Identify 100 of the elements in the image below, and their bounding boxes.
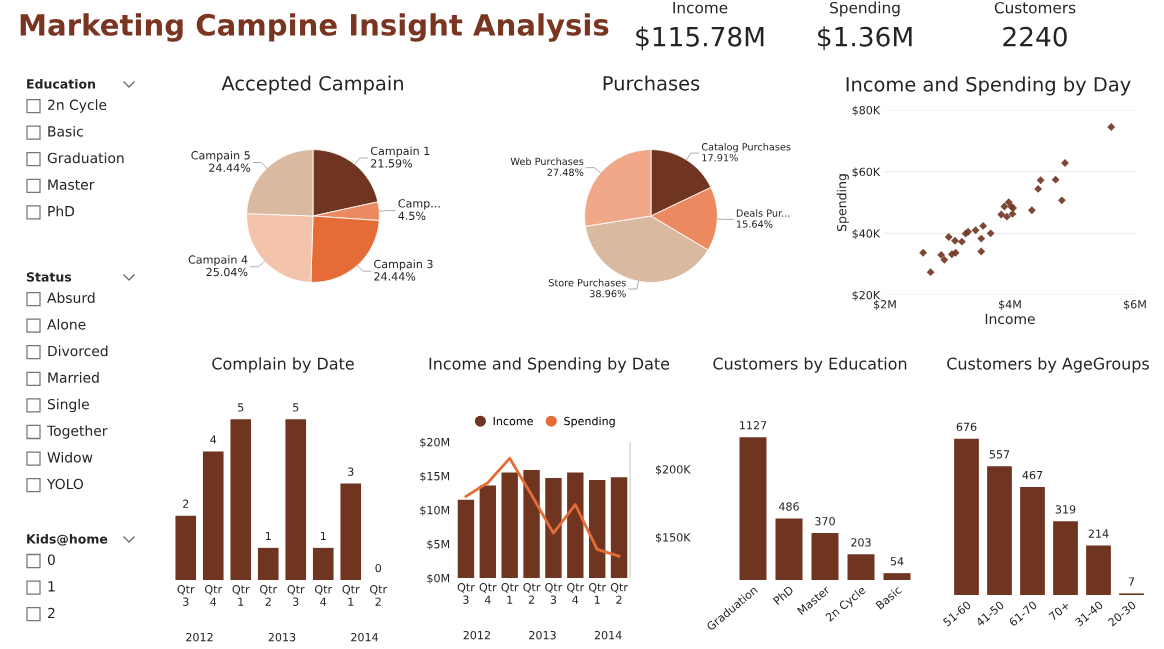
point bbox=[926, 268, 935, 277]
slice-label: Campain 4 bbox=[188, 255, 248, 266]
text: 1 bbox=[48, 581, 55, 592]
x-tick-label: $6M bbox=[1124, 299, 1146, 310]
data-label: 0 bbox=[375, 563, 382, 573]
y-axis-title: Spending bbox=[836, 174, 849, 232]
bar bbox=[775, 518, 803, 580]
text: 2012 bbox=[463, 630, 490, 640]
x-tick-label: Qtr 2 bbox=[610, 583, 628, 604]
bar bbox=[987, 466, 1012, 595]
point bbox=[977, 247, 986, 256]
slice-label: Campain 3 bbox=[374, 259, 433, 271]
data-label: 25.04% bbox=[206, 267, 248, 277]
text: 2012 bbox=[186, 632, 213, 642]
text: Income bbox=[673, 2, 728, 14]
slice-label: Web Purchases bbox=[510, 157, 584, 166]
y-tick-label: $10M bbox=[420, 505, 450, 516]
x-tick-label: Qtr 3 bbox=[545, 583, 563, 604]
data-label: 7 bbox=[1128, 577, 1135, 586]
text: Alone bbox=[47, 318, 86, 330]
bar bbox=[257, 547, 279, 580]
x-tick-label: Qtr 3 bbox=[177, 585, 195, 606]
data-label: 1127 bbox=[740, 421, 767, 430]
chart-title: Income and Spending by Day bbox=[846, 76, 1131, 96]
data-label: 21.59% bbox=[371, 159, 413, 168]
bar bbox=[567, 472, 584, 578]
x-tick-label: Qtr 4 bbox=[567, 583, 585, 604]
y-tick-label: $80K bbox=[852, 105, 881, 116]
data-label: 15.64% bbox=[736, 220, 773, 228]
point bbox=[1034, 185, 1043, 193]
bar bbox=[1020, 487, 1045, 595]
text: Master bbox=[48, 179, 95, 190]
data-label: 4 bbox=[210, 435, 217, 444]
bar bbox=[610, 477, 628, 578]
x-tick-label: PhD bbox=[772, 585, 794, 605]
data-label: 38.96% bbox=[589, 289, 626, 298]
data-label: 17.91% bbox=[702, 154, 738, 162]
bar bbox=[883, 573, 911, 580]
bar bbox=[588, 480, 606, 578]
text: PhD bbox=[48, 205, 75, 217]
data-label: 214 bbox=[1088, 529, 1109, 538]
data-label: 3 bbox=[348, 467, 354, 476]
bar bbox=[545, 478, 562, 578]
text: Customers bbox=[994, 1, 1076, 14]
bar bbox=[847, 554, 875, 580]
data-label: 4.5% bbox=[398, 211, 426, 221]
x-tick-label: Qtr 1 bbox=[588, 583, 607, 604]
text: $115.78M bbox=[636, 26, 764, 51]
point bbox=[937, 250, 946, 259]
text: $1.36M bbox=[818, 26, 912, 51]
slice-label: Store Purchases bbox=[548, 278, 626, 287]
data-label: 2 bbox=[183, 499, 189, 508]
point bbox=[957, 237, 966, 246]
point bbox=[979, 222, 988, 230]
bar bbox=[479, 485, 497, 578]
y-tick-label: $5M bbox=[427, 539, 450, 550]
point bbox=[944, 233, 953, 241]
line-series bbox=[464, 456, 621, 558]
data-label: 24.44% bbox=[209, 163, 251, 172]
text: Graduation bbox=[47, 152, 124, 164]
text: 2240 bbox=[1003, 26, 1067, 47]
bar bbox=[340, 483, 362, 580]
point bbox=[1008, 209, 1017, 218]
text: 2014 bbox=[351, 632, 379, 642]
data-label: 319 bbox=[1055, 505, 1076, 514]
slice-label: Campain 1 bbox=[370, 146, 430, 158]
bar bbox=[811, 533, 839, 580]
bar bbox=[1053, 521, 1078, 595]
text: Education bbox=[27, 78, 95, 89]
text: 2013 bbox=[268, 632, 296, 642]
point bbox=[986, 229, 995, 238]
text: 2013 bbox=[529, 630, 556, 640]
point bbox=[997, 210, 1006, 219]
bar bbox=[739, 437, 767, 580]
point bbox=[1036, 176, 1045, 185]
text: Married bbox=[48, 372, 99, 383]
x-tick-label: $2M bbox=[874, 299, 896, 310]
point bbox=[1107, 123, 1116, 131]
data-label: 557 bbox=[989, 450, 1010, 459]
bar bbox=[230, 419, 252, 580]
data-label: 54 bbox=[890, 557, 904, 566]
x-tick-label: Qtr 4 bbox=[205, 585, 223, 606]
slice-label: Deals Pur... bbox=[736, 209, 790, 217]
text: Spending bbox=[830, 1, 900, 17]
bar bbox=[285, 419, 307, 580]
data-label: 370 bbox=[815, 516, 835, 526]
x-tick-label: Qtr 1 bbox=[342, 585, 360, 606]
point bbox=[1027, 206, 1036, 215]
data-label: 27.48% bbox=[547, 168, 584, 176]
point bbox=[940, 255, 949, 264]
bar bbox=[312, 547, 334, 580]
bar bbox=[202, 451, 224, 580]
data-label: 5 bbox=[238, 403, 244, 412]
x-tick-label: Qtr 1 bbox=[232, 585, 250, 606]
data-label: 486 bbox=[778, 502, 799, 511]
text: Kids@home bbox=[27, 533, 108, 546]
y2-tick-label: $150K bbox=[655, 532, 691, 544]
point bbox=[1000, 202, 1009, 211]
x-tick-label: Qtr 1 bbox=[501, 583, 519, 604]
x-tick-label: Qtr 4 bbox=[315, 585, 333, 606]
